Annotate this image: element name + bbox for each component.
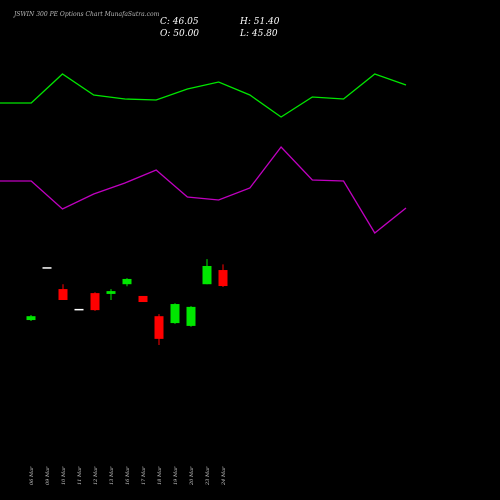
x-tick-label: 17 Mar [141, 466, 147, 485]
chart-title: JSWIN 300 PE Options Chart MunafaSutra.c… [12, 11, 160, 18]
candle-body [26, 316, 36, 321]
indicator-line [0, 145, 407, 234]
x-tick-label: 19 Mar [173, 466, 179, 485]
x-tick-label: 23 Mar [205, 466, 211, 486]
ohlc-open: O: 50.00 [160, 29, 199, 39]
candle-body [122, 278, 132, 285]
candle-body [218, 270, 228, 287]
x-tick-label: 16 Mar [125, 466, 131, 485]
x-tick-label: 11 Mar [77, 466, 83, 485]
ohlc-high: H: 51.40 [239, 17, 280, 27]
x-tick-label: 13 Mar [109, 466, 115, 485]
candle-body [170, 304, 180, 324]
x-tick-label: 10 Mar [61, 466, 67, 485]
indicator-line [0, 73, 407, 118]
candle-body [58, 289, 68, 300]
x-tick-label: 20 Mar [189, 466, 195, 486]
ohlc-close: C: 46.05 [160, 17, 199, 27]
candle-body [42, 267, 52, 269]
x-tick-label: 12 Mar [93, 466, 99, 485]
candle-body [106, 291, 116, 294]
candle-body [90, 293, 100, 311]
x-tick-label: 06 Mar [29, 466, 35, 485]
ohlc-low: L: 45.80 [239, 29, 278, 39]
x-tick-label: 18 Mar [157, 466, 163, 485]
candle-body [154, 316, 164, 339]
candle-body [138, 295, 148, 303]
x-tick-label: 24 Mar [221, 466, 227, 486]
x-tick-label: 09 Mar [45, 466, 51, 485]
candle-body [74, 308, 84, 311]
candle-body [186, 306, 196, 326]
candle-body [202, 265, 212, 285]
